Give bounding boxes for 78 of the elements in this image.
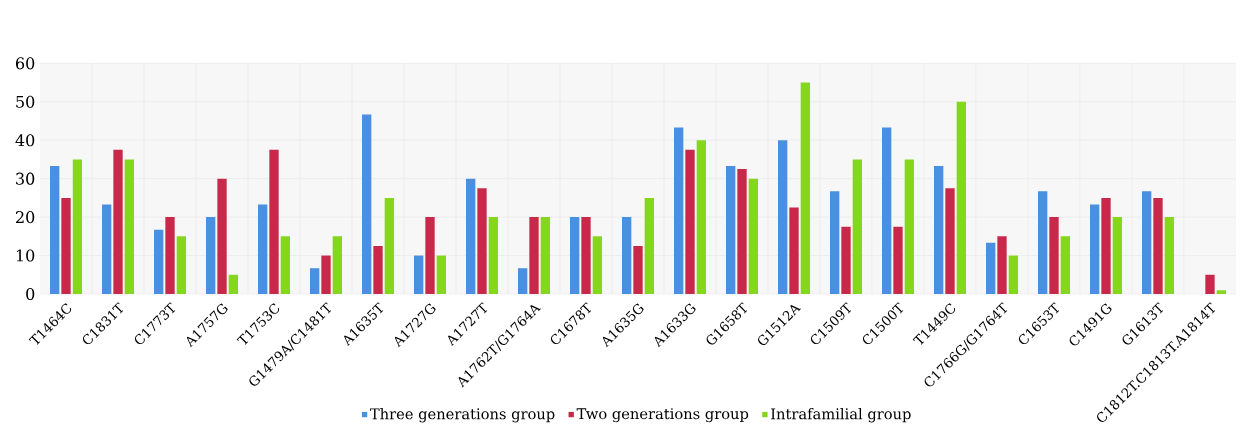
bar — [1153, 197, 1163, 294]
bar — [529, 217, 539, 294]
bar — [280, 236, 291, 294]
bar — [904, 159, 914, 294]
bar — [228, 274, 239, 294]
bar — [488, 217, 499, 294]
bar — [852, 159, 862, 294]
bar — [570, 217, 580, 294]
bar — [206, 217, 216, 294]
bar — [362, 114, 372, 294]
bar — [1089, 204, 1100, 294]
bar — [540, 217, 551, 294]
bar — [945, 188, 955, 294]
bar — [1141, 191, 1152, 294]
legend-label: Three generations group — [370, 408, 555, 423]
bar — [1060, 236, 1070, 294]
bar — [674, 127, 684, 294]
bar — [685, 149, 695, 294]
bar — [1112, 217, 1122, 294]
bar — [72, 159, 83, 294]
bar — [622, 217, 632, 294]
bar — [61, 197, 71, 294]
bar — [997, 236, 1007, 294]
bar — [1049, 217, 1059, 294]
bar — [1038, 191, 1048, 294]
bar — [124, 159, 135, 294]
bar — [425, 217, 435, 294]
y-tick-label: 30 — [16, 172, 35, 185]
y-tick-label: 20 — [16, 211, 35, 224]
bar — [581, 217, 591, 294]
y-tick-label: 40 — [15, 134, 35, 147]
bar — [986, 242, 996, 294]
bar — [789, 207, 799, 294]
bar — [414, 255, 424, 294]
bar — [466, 178, 476, 294]
bar — [841, 226, 851, 294]
bar — [310, 268, 320, 294]
y-tick-label: 50 — [16, 95, 35, 108]
y-tick-label: 0 — [26, 287, 35, 301]
bar — [644, 197, 654, 294]
bar — [1164, 217, 1174, 294]
bar — [633, 245, 643, 294]
bar — [592, 236, 602, 294]
bar — [830, 191, 840, 294]
bar — [1101, 197, 1111, 294]
y-tick-label: 60 — [16, 57, 35, 70]
legend-label: Intrafamilial group — [771, 408, 911, 423]
bar — [113, 149, 123, 294]
bar — [436, 255, 447, 294]
bar — [518, 268, 528, 294]
bar — [1008, 255, 1018, 294]
bar — [696, 140, 706, 294]
bar — [50, 165, 60, 294]
bar — [748, 178, 758, 294]
bar — [384, 197, 395, 294]
y-tick-label: 10 — [16, 249, 35, 262]
bar — [893, 226, 903, 294]
bar — [1205, 274, 1215, 294]
bar — [165, 217, 175, 294]
bar — [737, 169, 747, 294]
bar — [154, 229, 164, 294]
bar — [332, 236, 343, 294]
bar — [778, 140, 788, 294]
bar — [102, 204, 112, 294]
bar — [1216, 290, 1226, 294]
bar — [217, 178, 227, 294]
bar — [882, 127, 892, 294]
legend-label: Two generations group — [576, 408, 749, 423]
bar — [269, 149, 279, 294]
bar — [956, 101, 966, 294]
bar — [726, 165, 736, 294]
bar — [934, 165, 944, 294]
bar — [477, 188, 487, 294]
bar — [258, 204, 268, 294]
bar — [176, 236, 187, 294]
bar — [800, 82, 810, 294]
bar — [321, 255, 331, 294]
bar — [373, 245, 383, 294]
